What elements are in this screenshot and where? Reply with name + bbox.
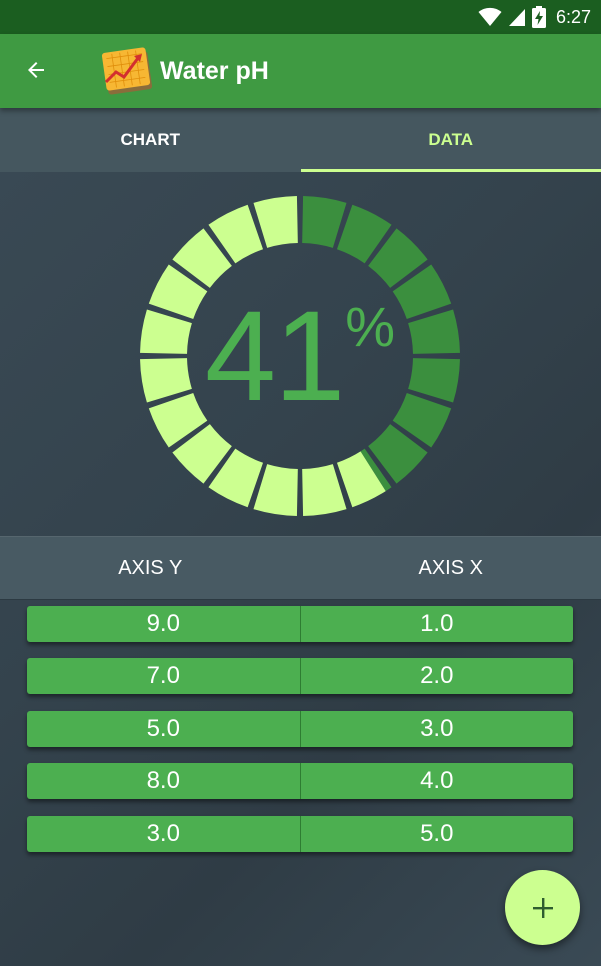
gauge-segment: [368, 228, 428, 288]
axis-x-header: AXIS X: [418, 556, 483, 579]
gauge-segment: [140, 309, 192, 354]
gauge-segment: [392, 392, 452, 448]
signal-icon: [508, 9, 525, 26]
axis-y-value[interactable]: 8.0: [27, 763, 301, 800]
gauge-segment: [302, 464, 347, 516]
axis-y-value[interactable]: 7.0: [27, 658, 301, 695]
gauge-value: 41: [204, 284, 345, 428]
back-button[interactable]: [14, 48, 58, 92]
gauge-segment: [208, 448, 264, 508]
tab-bar: CHART DATA: [0, 108, 601, 172]
add-icon: [532, 897, 553, 918]
gauge-segment: [368, 424, 428, 484]
table-row[interactable]: 7.0 2.0: [27, 658, 573, 695]
chart-logo-icon: [101, 47, 153, 95]
status-bar: 6:27: [0, 0, 601, 34]
tab-chart[interactable]: CHART: [120, 130, 181, 149]
app-bar: Water pH: [0, 34, 601, 108]
percentage-gauge: 41 %: [130, 186, 470, 526]
axis-y-header: AXIS Y: [118, 556, 183, 579]
gauge-segment: [148, 264, 208, 320]
battery-charging-icon: [531, 6, 546, 28]
gauge-segment: [253, 464, 298, 516]
table-row[interactable]: 9.0 1.0: [27, 606, 573, 642]
gauge-unit: %: [345, 295, 396, 358]
gauge-segment: [148, 392, 208, 448]
gauge-segment: [172, 424, 232, 484]
app-title: Water pH: [160, 57, 269, 85]
axis-x-value[interactable]: 5.0: [420, 819, 454, 847]
add-button[interactable]: [505, 870, 580, 945]
gauge-value-display: 41 %: [130, 186, 470, 526]
axis-header: AXIS Y AXIS X: [0, 536, 601, 600]
arrow-back-icon: [28, 62, 44, 78]
gauge-segment: [253, 196, 298, 248]
axis-x-value[interactable]: 1.0: [420, 610, 454, 637]
status-icons: 6:27: [478, 0, 591, 34]
axis-y-value[interactable]: 5.0: [27, 710, 301, 747]
gauge-segment: [392, 264, 452, 320]
gauge-segment: [408, 358, 460, 403]
gauge-segment: [208, 204, 264, 264]
axis-x-value[interactable]: 2.0: [420, 662, 454, 690]
table-row[interactable]: 8.0 4.0: [27, 763, 573, 800]
wifi-icon: [478, 7, 502, 26]
data-rows: 9.0 1.0 7.0 2.0 5.0 3.0 8.0 4.0 3.0 5.0: [27, 606, 573, 868]
gauge-segment: [336, 204, 392, 264]
gauge-ring: [140, 196, 460, 516]
gauge-segment: [172, 228, 232, 288]
tab-data[interactable]: DATA: [300, 108, 601, 172]
axis-y-value[interactable]: 3.0: [27, 815, 301, 852]
gauge-segment: [140, 358, 192, 403]
gauge-segment: [408, 309, 460, 354]
status-time: 6:27: [555, 6, 591, 27]
axis-y-value[interactable]: 9.0: [27, 606, 301, 642]
axis-x-value[interactable]: 4.0: [420, 767, 454, 795]
gauge-segment: [360, 448, 392, 492]
gauge-segment: [336, 451, 386, 508]
axis-x-value[interactable]: 3.0: [420, 714, 454, 742]
table-row[interactable]: 5.0 3.0: [27, 710, 573, 747]
table-row[interactable]: 3.0 5.0: [27, 815, 573, 852]
gauge-segment: [302, 196, 347, 248]
